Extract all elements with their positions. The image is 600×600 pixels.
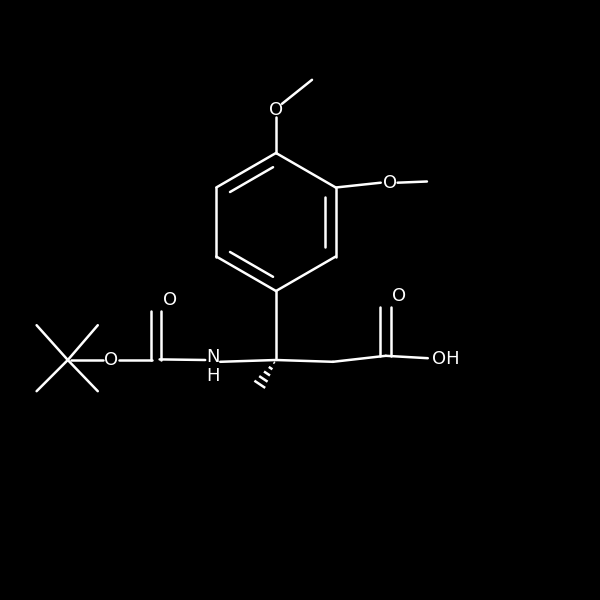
Text: N: N xyxy=(206,348,220,366)
Text: O: O xyxy=(383,174,397,191)
Text: H: H xyxy=(206,367,220,385)
Text: OH: OH xyxy=(432,350,460,368)
Text: O: O xyxy=(269,101,283,119)
Text: O: O xyxy=(163,291,178,309)
Text: O: O xyxy=(104,351,118,369)
Text: O: O xyxy=(392,287,406,305)
